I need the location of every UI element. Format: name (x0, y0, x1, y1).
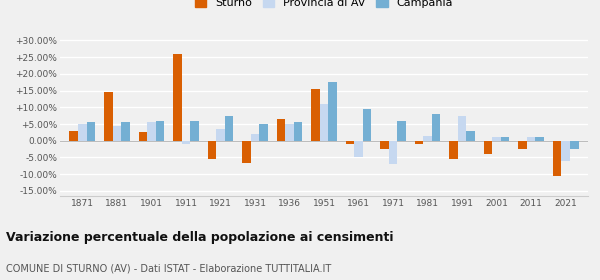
Bar (415, 141, 423, 144)
Bar (70, 131, 78, 141)
Bar (285, 124, 294, 141)
Bar (78, 124, 87, 141)
Bar (121, 122, 130, 141)
Bar (466, 131, 475, 141)
Bar (423, 136, 432, 141)
Bar (397, 121, 406, 141)
Bar (182, 141, 190, 144)
Bar (156, 121, 164, 141)
Bar (432, 114, 440, 141)
Bar (553, 141, 561, 176)
Bar (346, 141, 354, 144)
Bar (535, 137, 544, 141)
Bar (518, 141, 527, 149)
Bar (561, 141, 570, 161)
Bar (173, 54, 182, 141)
Bar (363, 109, 371, 141)
Bar (354, 141, 363, 157)
Bar (139, 132, 147, 141)
Bar (294, 122, 302, 141)
Bar (242, 141, 251, 162)
Bar (527, 137, 535, 141)
Text: COMUNE DI STURNO (AV) - Dati ISTAT - Elaborazione TUTTITALIA.IT: COMUNE DI STURNO (AV) - Dati ISTAT - Ela… (6, 263, 331, 273)
Bar (104, 92, 113, 141)
Bar (570, 141, 578, 149)
Bar (277, 119, 285, 141)
Bar (380, 141, 389, 149)
Bar (147, 122, 156, 141)
Bar (458, 116, 466, 141)
Bar (501, 137, 509, 141)
Bar (87, 122, 95, 141)
Bar (190, 121, 199, 141)
Bar (251, 134, 259, 141)
Bar (225, 116, 233, 141)
Bar (311, 89, 320, 141)
Bar (216, 129, 225, 141)
Bar (328, 82, 337, 141)
Bar (320, 104, 328, 141)
Text: Variazione percentuale della popolazione ai censimenti: Variazione percentuale della popolazione… (6, 231, 394, 244)
Bar (259, 124, 268, 141)
Bar (389, 141, 397, 164)
Bar (113, 126, 121, 141)
Bar (484, 141, 492, 154)
Bar (492, 137, 501, 141)
Bar (449, 141, 458, 159)
Legend: Sturno, Provincia di AV, Campania: Sturno, Provincia di AV, Campania (191, 0, 457, 11)
Bar (208, 141, 216, 159)
